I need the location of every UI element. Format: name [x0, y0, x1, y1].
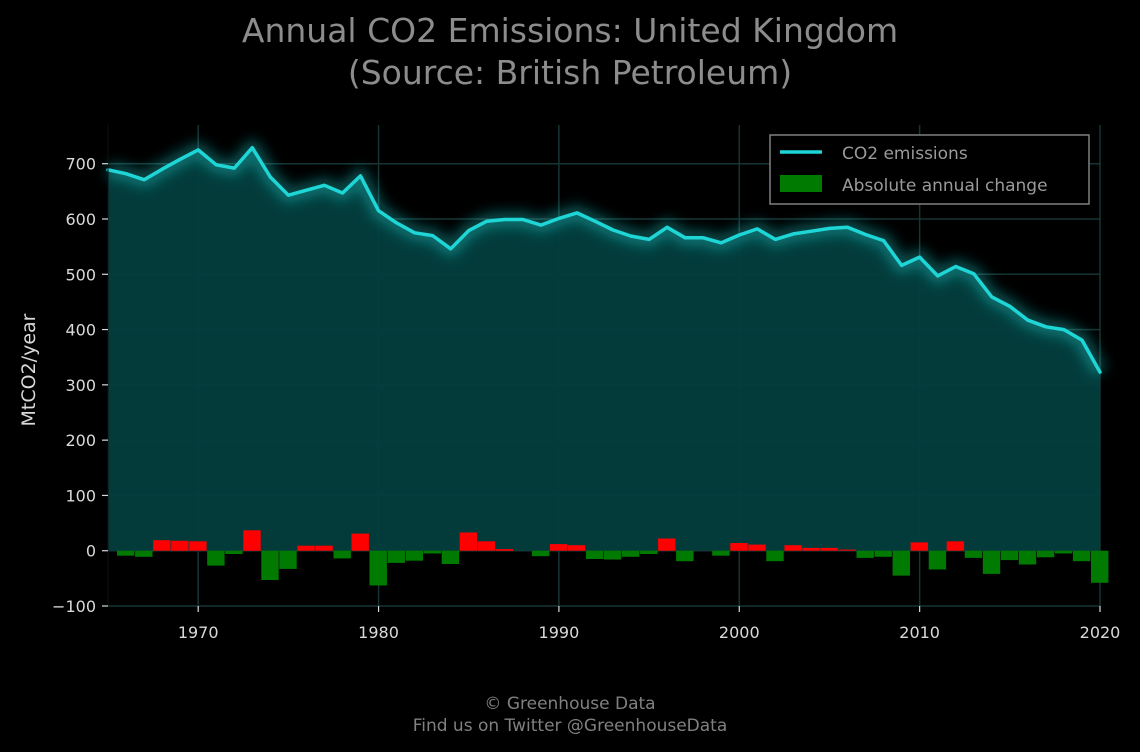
chart-subtitle: (Source: British Petroleum)	[347, 53, 793, 92]
change-bar-decrease	[712, 550, 730, 556]
change-bar-increase	[838, 549, 856, 551]
change-bar-decrease	[207, 550, 225, 566]
change-bar-increase	[153, 540, 171, 551]
axes: −100 0 100 200 300 400 500 600 700 1970 1980 1990 20…	[52, 125, 1120, 642]
change-bar-decrease	[225, 550, 243, 554]
change-bar-decrease	[622, 550, 640, 557]
change-bar-increase	[946, 541, 965, 551]
change-bar-decrease	[676, 550, 694, 562]
change-bar-decrease	[982, 550, 1001, 574]
emissions-area	[108, 147, 1100, 551]
change-bar-decrease	[387, 550, 405, 563]
legend: CO2 emissions Absolute annual change	[769, 134, 1090, 205]
change-bar-increase	[459, 532, 478, 551]
change-bar-decrease	[261, 550, 279, 580]
change-bar-increase	[910, 542, 928, 551]
y-tick-label: 300	[65, 376, 96, 395]
change-bar-decrease	[333, 550, 351, 559]
emissions-area-fill	[108, 147, 1100, 551]
change-bar-decrease	[1091, 550, 1109, 583]
y-tick-label: 500	[65, 265, 96, 284]
change-bar-increase	[477, 541, 496, 551]
change-bar-increase	[748, 544, 766, 551]
y-tick-label: 600	[65, 210, 96, 229]
y-axis-label: MtCO2/year	[18, 313, 40, 426]
change-bar-decrease	[1000, 550, 1019, 561]
change-bar-increase	[243, 530, 261, 551]
legend-label-change: Absolute annual change	[842, 176, 1048, 196]
change-bar-decrease	[1072, 550, 1091, 562]
x-tick-label: 1980	[358, 623, 399, 642]
change-bar-increase	[784, 545, 802, 551]
change-bar-decrease	[892, 550, 910, 576]
change-bar-increase	[549, 544, 568, 551]
y-tick-label: 200	[65, 431, 96, 450]
chart-title-text: Annual CO2 Emissions: United Kingdom	[241, 11, 899, 50]
change-bar-increase	[658, 538, 676, 551]
footer-twitter: Find us on Twitter @GreenhouseData	[412, 716, 728, 736]
change-bar-increase	[351, 533, 369, 551]
emissions-line-group	[106, 139, 1107, 377]
legend-label-emissions: CO2 emissions	[842, 144, 968, 164]
x-tick-label: 2010	[899, 623, 940, 642]
change-bar-increase	[730, 543, 748, 551]
change-bar-decrease	[117, 550, 135, 556]
change-bar-decrease	[604, 550, 622, 560]
change-bar-decrease	[369, 550, 387, 586]
change-bar-decrease	[586, 550, 604, 559]
change-bar-increase	[297, 545, 315, 551]
change-bar-increase	[802, 547, 820, 551]
footer-copyright: © Greenhouse Data	[484, 694, 656, 714]
y-tick-label: 100	[65, 486, 96, 505]
x-tick-label: 2020	[1080, 623, 1121, 642]
change-bar-increase	[495, 549, 514, 551]
change-bar-decrease	[1036, 550, 1055, 558]
change-bar-decrease	[135, 550, 153, 557]
change-bar-decrease	[423, 550, 441, 554]
emissions-line	[106, 145, 1102, 374]
y-tick-label: −100	[52, 597, 96, 616]
change-bar-decrease	[856, 550, 874, 558]
change-bar-increase	[171, 540, 189, 551]
change-bar-decrease	[279, 550, 297, 569]
change-bar-decrease	[640, 550, 658, 554]
y-tick-label: 0	[86, 542, 96, 561]
change-bar-increase	[315, 545, 333, 551]
chart-title: Annual CO2 Emissions: United Kingdom (So…	[0, 10, 1140, 94]
change-bar-decrease	[1018, 550, 1037, 565]
x-tick-label: 1990	[539, 623, 580, 642]
change-bar-decrease	[405, 550, 423, 561]
change-bar-decrease	[964, 550, 983, 558]
change-bar-increase	[820, 547, 838, 551]
y-tick-label: 400	[65, 321, 96, 340]
footer: © Greenhouse Data Find us on Twitter @Gr…	[0, 693, 1140, 737]
legend-box	[769, 134, 1090, 205]
x-tick-label: 2000	[719, 623, 760, 642]
y-tick-label: 700	[65, 155, 96, 174]
x-tick-label: 1970	[178, 623, 219, 642]
change-bar-decrease	[441, 550, 460, 564]
change-bar-increase	[189, 541, 207, 551]
change-bar-increase	[567, 545, 586, 551]
change-bar-decrease	[874, 550, 892, 557]
change-bar-decrease	[1054, 550, 1073, 554]
annual-change-bars	[117, 530, 1109, 586]
legend-swatch-bar	[780, 175, 822, 192]
change-bar-decrease	[928, 550, 947, 570]
change-bar-decrease	[531, 550, 550, 557]
change-bar-decrease	[766, 550, 784, 562]
